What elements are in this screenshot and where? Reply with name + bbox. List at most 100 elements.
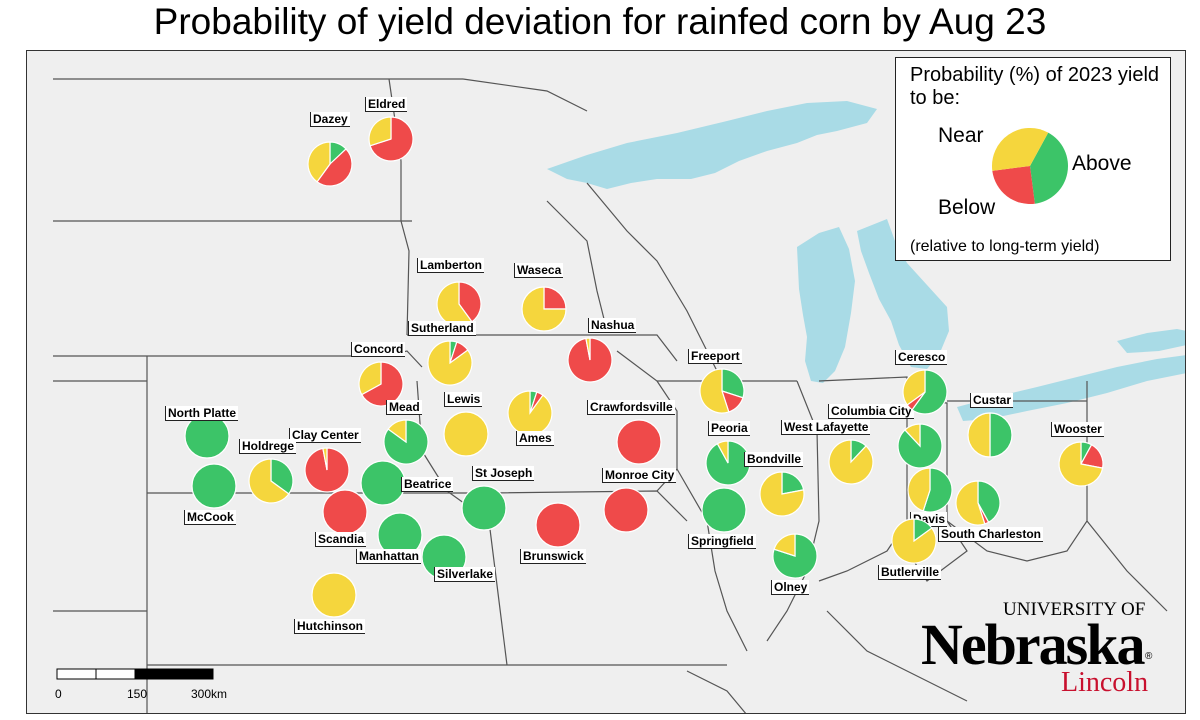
legend: Probability (%) of 2023 yield to be: Nea… <box>895 57 1171 261</box>
site-label-west-lafayette: West Lafayette <box>781 420 871 435</box>
pie-scandia <box>322 489 368 535</box>
site-label-butlerville: Butlerville <box>878 565 942 580</box>
site-label-eldred: Eldred <box>365 97 408 112</box>
lake-ontario <box>1117 329 1185 353</box>
site-label-st-joseph: St Joseph <box>472 466 535 481</box>
pie-custar-slice-above <box>989 412 1013 458</box>
pie-clay-center-slice-near <box>322 447 328 471</box>
state-borders <box>53 78 1168 713</box>
pie-waseca <box>521 286 567 332</box>
legend-note: (relative to long-term yield) <box>910 238 1100 255</box>
pie-olney <box>772 533 818 579</box>
site-label-ames: Ames <box>516 431 554 446</box>
site-label-wooster: Wooster <box>1051 422 1104 437</box>
pie-mccook <box>191 463 237 509</box>
pie-nashua-slice-near <box>585 337 591 361</box>
pie-concord-slice-below <box>360 361 404 407</box>
pie-columbia-city-slice-near <box>904 423 921 448</box>
map-title: Probability of yield deviation for rainf… <box>153 1 1047 42</box>
pie-waseca-slice-near <box>521 286 567 332</box>
pie-st-joseph <box>461 485 507 531</box>
pie-lamberton-slice-below <box>458 281 482 323</box>
pie-freeport-slice-above <box>721 368 745 399</box>
site-label-waseca: Waseca <box>514 263 564 278</box>
pie-lewis <box>443 411 489 457</box>
pie-olney-slice-near <box>773 533 796 557</box>
pie-dazey-slice-below <box>316 148 353 187</box>
pie-lewis-slice-near <box>443 411 489 457</box>
lake-erie <box>957 355 1185 421</box>
pie-columbia-city <box>897 423 943 469</box>
logo-campus-text: Lincoln <box>1061 667 1149 698</box>
scale-bar: 0 150 300km <box>55 667 255 707</box>
pie-brunswick <box>535 502 581 548</box>
site-label-crawfordsville: Crawfordsville <box>587 400 675 415</box>
site-label-custar: Custar <box>970 393 1014 408</box>
site-label-concord: Concord <box>351 342 406 357</box>
pie-ames-slice-near <box>507 390 553 436</box>
site-label-sutherland: Sutherland <box>408 321 476 336</box>
pie-mead-slice-near <box>387 419 407 444</box>
pie-south-charleston-slice-near <box>955 480 986 526</box>
pie-ceresco <box>902 369 948 415</box>
site-label-ceresco: Ceresco <box>895 350 948 365</box>
legend-above-label: Above <box>1072 152 1132 175</box>
site-label-lewis: Lewis <box>444 392 483 407</box>
university-logo: UNIVERSITY OF Nebraska Lincoln ® <box>921 599 1171 699</box>
pie-monroe-city <box>603 487 649 533</box>
legend-title: Probability (%) of 2023 yield to be: <box>910 64 1160 109</box>
pie-holdrege <box>248 458 294 504</box>
legend-pie-slice-above <box>1030 132 1068 204</box>
site-label-brunswick: Brunswick <box>520 549 586 564</box>
pie-mead <box>383 419 429 465</box>
pie-ames <box>507 390 553 436</box>
pie-wooster <box>1058 441 1104 487</box>
pie-west-lafayette-slice-near <box>828 439 874 485</box>
pie-st-joseph-slice-above <box>461 485 507 531</box>
pie-lamberton <box>436 281 482 327</box>
site-label-holdrege: Holdrege <box>239 439 297 454</box>
pie-ceresco-slice-above <box>911 369 948 415</box>
pie-freeport-slice-near <box>699 368 730 414</box>
pie-brunswick-slice-below <box>535 502 581 548</box>
legend-pie-slice-near <box>992 128 1049 171</box>
legend-below-label: Below <box>938 196 996 219</box>
pie-butlerville-slice-near <box>891 518 937 564</box>
pie-south-charleston <box>955 480 1001 526</box>
pie-crawfordsville <box>616 419 662 465</box>
pie-west-lafayette <box>828 439 874 485</box>
pie-ceresco-slice-near <box>902 369 926 406</box>
pie-peoria-slice-near <box>716 440 729 464</box>
lake-michigan <box>797 227 855 383</box>
site-label-lamberton: Lamberton <box>417 258 485 273</box>
pie-bondville-slice-near <box>759 471 805 517</box>
lake-superior <box>547 101 877 189</box>
site-label-olney: Olney <box>771 580 810 595</box>
site-label-bondville: Bondville <box>744 452 804 467</box>
pie-sutherland-slice-near <box>427 340 473 386</box>
pie-scandia-slice-below <box>322 489 368 535</box>
pie-springfield-slice-above <box>701 487 747 533</box>
scale-label-150: 150 <box>127 687 148 701</box>
site-label-mead: Mead <box>386 400 422 415</box>
pie-crawfordsville-slice-below <box>616 419 662 465</box>
pie-peoria <box>705 440 751 486</box>
pie-concord <box>358 361 404 407</box>
lake-huron <box>857 219 949 369</box>
pie-nashua <box>567 337 613 383</box>
site-label-manhattan: Manhattan <box>356 549 421 564</box>
scale-bar-graphic <box>56 668 214 680</box>
site-label-silverlake: Silverlake <box>434 567 496 582</box>
site-label-nashua: Nashua <box>588 318 637 333</box>
pie-custar <box>967 412 1013 458</box>
pie-butlerville <box>891 518 937 564</box>
pie-springfield <box>701 487 747 533</box>
pie-custar-slice-near <box>967 412 991 458</box>
site-label-hutchinson: Hutchinson <box>294 619 365 634</box>
site-label-springfield: Springfield <box>688 534 756 549</box>
logo-registered-mark: ® <box>1145 651 1153 662</box>
site-label-clay-center: Clay Center <box>289 428 361 443</box>
pie-clay-center <box>304 447 350 493</box>
scale-label-300km: 300km <box>191 687 228 701</box>
pie-davis-slice-near <box>907 467 931 512</box>
